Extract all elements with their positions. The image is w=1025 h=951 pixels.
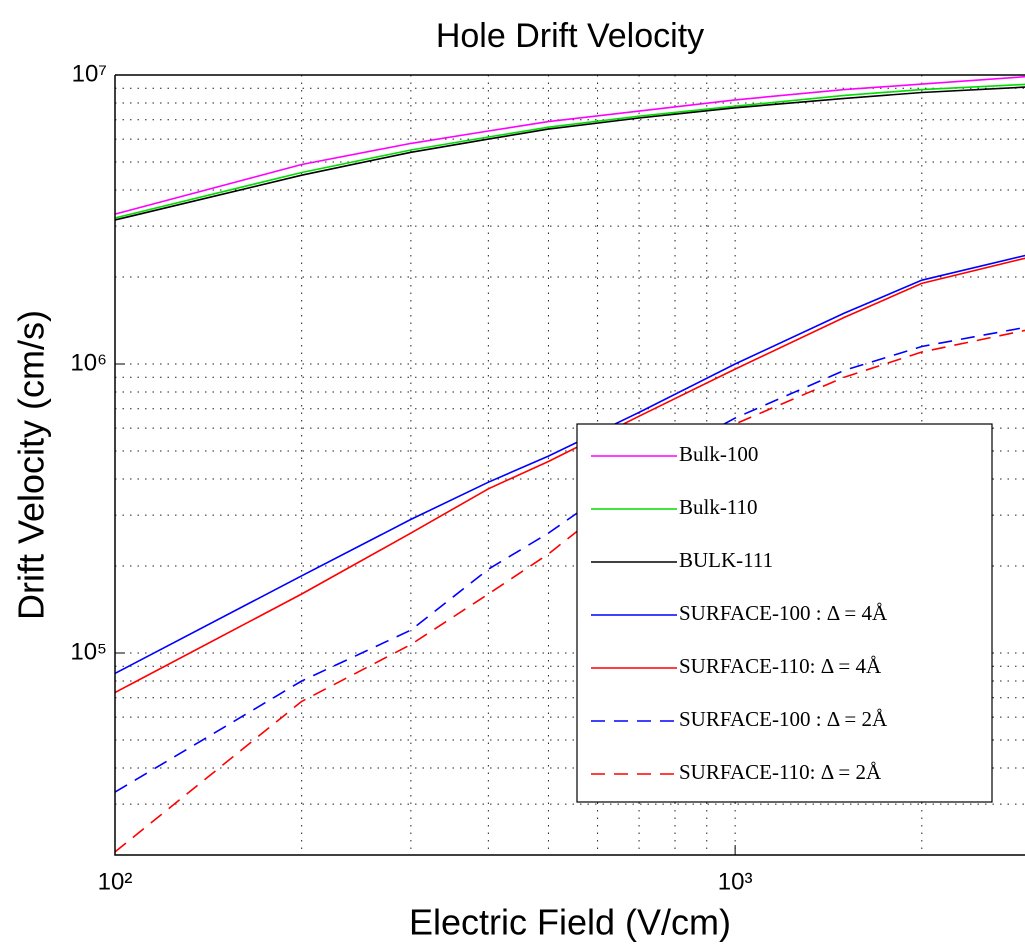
x-axis-label: Electric Field (V/cm) xyxy=(409,902,731,943)
y-axis-label: Drift Velocity (cm/s) xyxy=(11,310,52,620)
legend-label: Bulk-100 xyxy=(679,442,758,466)
legend-label: SURFACE-100 : Δ = 4Å xyxy=(679,601,888,625)
legend: Bulk-100 Bulk-110 BULK-111 SURFACE-100 : Δ … xyxy=(576,423,993,803)
chart-title: Hole Drift Velocity xyxy=(436,17,704,55)
series-line xyxy=(115,86,1025,221)
axis-frame xyxy=(114,74,1025,856)
legend-label: SURFACE-110: Δ = 4Å xyxy=(679,654,882,678)
y-tick-label: 10⁶ xyxy=(70,349,107,376)
y-tick-label: 10⁵ xyxy=(70,638,107,665)
legend-label: SURFACE-110: Δ = 2Å xyxy=(679,760,882,784)
legend-box xyxy=(576,423,993,803)
axes: 10² 10³ 10⁵ 10⁶ 10⁷ xyxy=(70,60,1025,895)
x-tick-label: 10³ xyxy=(718,868,753,895)
legend-label: Bulk-110 xyxy=(679,495,758,519)
legend-label: BULK-111 xyxy=(679,548,773,572)
x-tick-label: 10² xyxy=(98,868,133,895)
series-line xyxy=(115,75,1025,215)
legend-label: SURFACE-100 : Δ = 2Å xyxy=(679,707,888,731)
y-tick-label: 10⁷ xyxy=(72,60,107,87)
series-line xyxy=(115,83,1025,219)
